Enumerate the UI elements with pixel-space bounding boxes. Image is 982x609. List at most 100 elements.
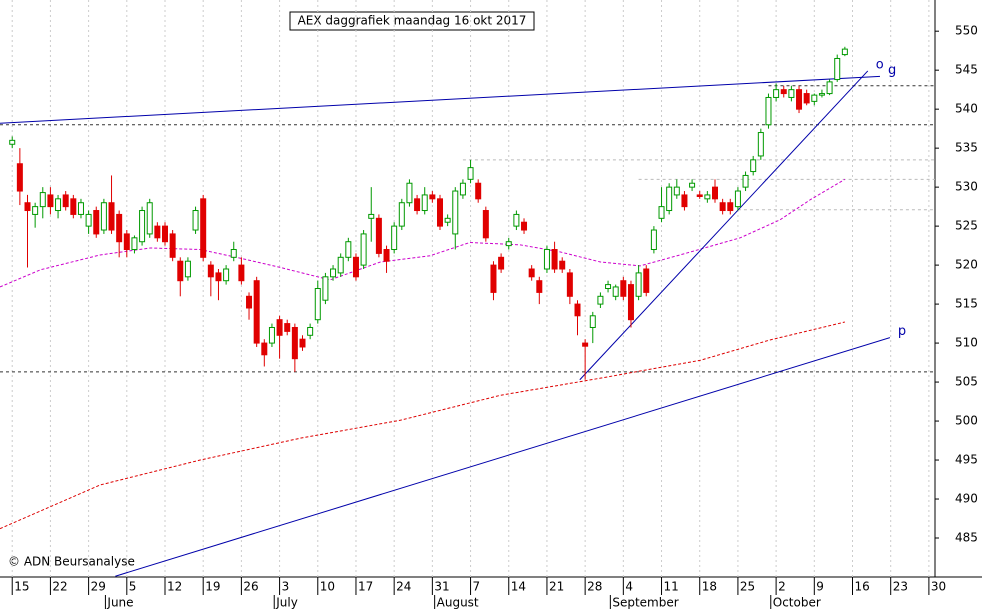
candle-body — [207, 264, 214, 278]
candle-body — [421, 194, 428, 212]
candle-body — [666, 186, 673, 212]
candle-body — [414, 198, 421, 212]
y-tick-label: 505 — [955, 375, 978, 389]
x-tick-label: 30 — [931, 580, 946, 594]
candle-body — [268, 326, 275, 344]
candle-body — [55, 198, 62, 212]
candle-body — [162, 225, 168, 243]
candle-body — [727, 202, 734, 212]
candle-body — [9, 139, 16, 145]
candle-body — [360, 233, 367, 266]
candle-body — [215, 272, 222, 282]
candle-body — [750, 159, 757, 173]
y-tick-label: 500 — [955, 414, 978, 428]
candle-body — [635, 272, 642, 297]
candle-body — [62, 194, 69, 208]
candle-body — [330, 268, 337, 278]
candle-body — [742, 174, 749, 188]
candle-body — [513, 213, 520, 227]
y-tick-label: 485 — [955, 531, 978, 545]
y-tick-label: 535 — [955, 141, 978, 155]
trendline — [115, 337, 891, 577]
x-tick-label: 19 — [205, 580, 220, 594]
candle-body — [383, 249, 390, 262]
candle-body — [177, 260, 184, 282]
candle-body — [643, 268, 650, 293]
candle-body — [139, 210, 146, 243]
candle-body — [375, 217, 382, 254]
moving-average — [0, 178, 846, 288]
x-tick-label: 31 — [434, 580, 449, 594]
candle-body — [459, 182, 466, 196]
y-tick-label: 540 — [955, 102, 978, 116]
candle-body — [223, 268, 230, 282]
month-label: October — [773, 596, 821, 609]
trendline — [579, 70, 869, 381]
candle-body — [490, 264, 497, 293]
y-tick-label: 520 — [955, 258, 978, 272]
candle-body — [352, 256, 359, 278]
candle-body — [123, 233, 130, 251]
y-tick-label: 510 — [955, 336, 978, 350]
candle-body — [116, 213, 123, 243]
candle-body — [146, 202, 153, 235]
candle-body — [406, 182, 413, 204]
x-tick-label: 25 — [740, 580, 755, 594]
trendline-label: o — [876, 57, 884, 72]
candle-body — [689, 182, 696, 188]
candle-body — [345, 241, 352, 258]
candle-body — [314, 288, 321, 321]
candle-body — [559, 260, 566, 270]
y-tick-label: 550 — [955, 24, 978, 38]
candle-body — [291, 326, 298, 360]
candle-body — [605, 284, 612, 289]
candle-body — [131, 237, 138, 251]
candle-body — [719, 202, 726, 212]
candle-body — [498, 256, 505, 270]
candle-body — [627, 284, 634, 321]
month-label: June — [106, 596, 133, 609]
candle-body — [620, 280, 627, 297]
candle-body — [429, 194, 436, 200]
candle-body — [734, 190, 741, 208]
y-tick-label: 530 — [955, 180, 978, 194]
x-tick-label: 3 — [282, 580, 290, 594]
candle-body — [818, 93, 825, 96]
candle-body — [108, 202, 115, 231]
candle-body — [47, 194, 54, 208]
candle-body — [658, 206, 665, 219]
x-tick-label: 7 — [473, 580, 481, 594]
x-tick-label: 17 — [358, 580, 373, 594]
candle-body — [230, 249, 237, 258]
candle-body — [77, 202, 84, 215]
candle-body — [100, 202, 107, 231]
candle-body — [765, 96, 772, 126]
candle-body — [597, 295, 604, 305]
candle-body — [773, 89, 780, 98]
moving-average — [0, 321, 845, 530]
candle-body — [704, 194, 711, 200]
x-tick-label: 22 — [52, 580, 67, 594]
candle-body — [712, 186, 718, 200]
x-tick-label: 18 — [702, 580, 717, 594]
title-box — [289, 11, 535, 31]
x-tick-label: 11 — [664, 580, 679, 594]
candle-body — [681, 194, 688, 208]
candle-body — [169, 233, 176, 258]
candle-body — [673, 186, 680, 196]
x-tick-label: 9 — [816, 580, 824, 594]
candle-body — [551, 249, 558, 270]
candle-body — [284, 323, 291, 332]
candle-body — [780, 89, 787, 95]
month-label: August — [437, 596, 479, 609]
candle-body — [612, 286, 619, 297]
x-tick-label: 16 — [855, 580, 870, 594]
candle-body — [803, 93, 810, 104]
candle-body — [70, 198, 77, 215]
candle-body — [528, 268, 535, 278]
candle-body — [834, 57, 841, 81]
x-tick-label: 5 — [129, 580, 137, 594]
candle-body — [93, 210, 100, 235]
candle-body — [543, 249, 550, 270]
